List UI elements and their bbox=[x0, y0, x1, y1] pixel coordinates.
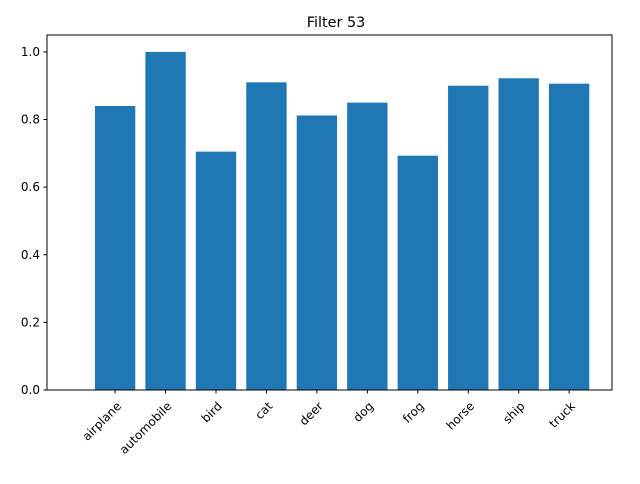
bar-deer bbox=[296, 115, 338, 390]
y-tick-label: 0.4 bbox=[21, 248, 40, 262]
x-tick-label-cat: cat bbox=[252, 399, 275, 422]
y-tick-label: 1.0 bbox=[21, 45, 40, 59]
x-tick-label-ship: ship bbox=[500, 399, 527, 426]
x-tick-label-dog: dog bbox=[350, 399, 376, 425]
x-tick-label-horse: horse bbox=[444, 399, 478, 433]
bar-ship bbox=[498, 78, 539, 391]
bars-group bbox=[94, 51, 590, 391]
x-tick-label-bird: bird bbox=[199, 399, 225, 425]
bar-automobile bbox=[145, 51, 186, 391]
x-tick-label-frog: frog bbox=[400, 399, 427, 426]
bar-cat bbox=[246, 82, 287, 390]
y-tick-label: 0.8 bbox=[21, 113, 40, 127]
y-axis: 0.0 0.2 0.4 0.6 0.8 1.0 bbox=[21, 45, 47, 397]
bar-frog bbox=[397, 155, 438, 390]
y-tick-label: 0.2 bbox=[21, 315, 40, 329]
bar-bird bbox=[195, 151, 237, 390]
x-tick-label-truck: truck bbox=[546, 399, 578, 431]
bar-horse bbox=[448, 85, 489, 390]
x-tick-label-deer: deer bbox=[297, 399, 326, 428]
y-tick-label: 0.6 bbox=[21, 180, 40, 194]
bar-airplane bbox=[94, 106, 136, 390]
bar-truck bbox=[548, 83, 590, 390]
y-tick-label: 0.0 bbox=[21, 383, 40, 397]
bar-dog bbox=[347, 102, 388, 390]
x-tick-label-airplane: airplane bbox=[80, 399, 124, 443]
chart-title: Filter 53 bbox=[307, 15, 366, 31]
x-tick-label-automobile: automobile bbox=[117, 399, 175, 457]
plot-frame bbox=[46, 34, 613, 391]
